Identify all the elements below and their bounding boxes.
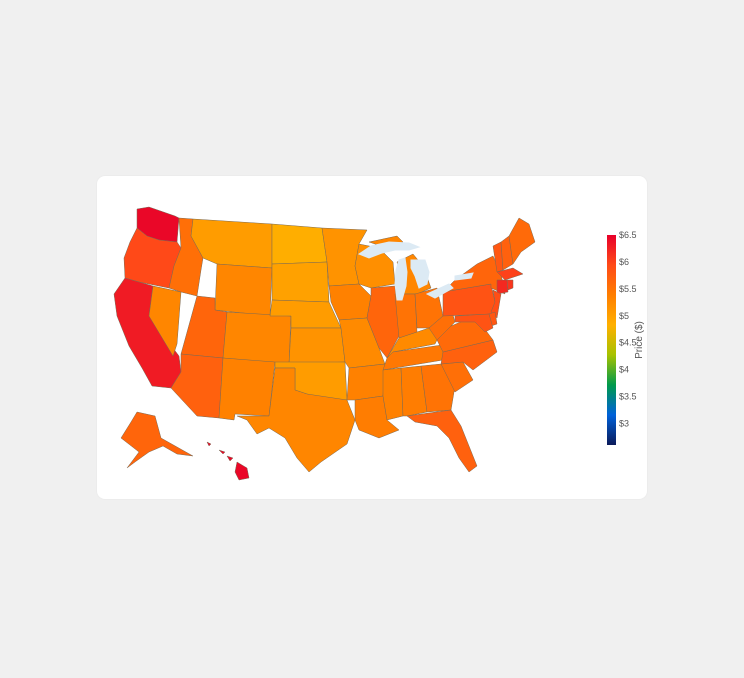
state-md[interactable]: [454, 313, 494, 333]
lake-superior: [357, 241, 421, 259]
state-nd[interactable]: [271, 223, 328, 265]
colorbar-tick-label: $3.5: [619, 392, 637, 402]
colorbar-tick-label: $6: [619, 257, 629, 267]
state-fl[interactable]: [406, 409, 478, 473]
lake-ontario: [454, 272, 474, 281]
colorbar-tick-label: $3: [619, 418, 629, 428]
state-me[interactable]: [508, 217, 536, 265]
state-ny[interactable]: [442, 255, 506, 295]
state-ms[interactable]: [382, 367, 404, 421]
colorbar: $3 $3.5 $4 $4.5 $5 $5.5 $6 $6.5 Price ($): [607, 230, 645, 445]
lake-erie: [425, 283, 454, 299]
state-ri[interactable]: [506, 279, 514, 291]
colorbar-tick-label: $6.5: [619, 230, 637, 240]
state-tx[interactable]: [236, 367, 356, 473]
colorbar-gradient: [607, 235, 616, 445]
great-lakes: [357, 241, 474, 301]
colorbar-title: Price ($): [634, 321, 645, 359]
state-ct[interactable]: [496, 279, 509, 295]
state-hi[interactable]: [206, 441, 250, 481]
choropleth-map: $3 $3.5 $4 $4.5 $5 $5.5 $6 $6.5 Price ($): [113, 206, 645, 481]
state-sd[interactable]: [271, 261, 330, 303]
colorbar-tick-label: $4: [619, 365, 629, 375]
state-co[interactable]: [222, 311, 292, 365]
state-al[interactable]: [400, 365, 428, 417]
state-ks[interactable]: [288, 327, 346, 365]
colorbar-ticks: $3 $3.5 $4 $4.5 $5 $5.5 $6 $6.5: [619, 230, 637, 428]
colorbar-tick-label: $5.5: [619, 284, 637, 294]
state-ak[interactable]: [120, 411, 194, 469]
state-nm[interactable]: [218, 357, 276, 421]
state-mt[interactable]: [190, 218, 273, 269]
colorbar-tick-label: $5: [619, 311, 629, 321]
state-wy[interactable]: [214, 263, 273, 317]
map-layer: [113, 206, 536, 481]
state-ar[interactable]: [346, 363, 386, 401]
state-ia[interactable]: [328, 283, 372, 321]
state-ga[interactable]: [420, 363, 456, 413]
lake-michigan: [394, 257, 408, 301]
state-in[interactable]: [394, 293, 418, 339]
state-ma[interactable]: [496, 267, 524, 281]
chart-card: $3 $3.5 $4 $4.5 $5 $5.5 $6 $6.5 Price ($): [97, 176, 647, 499]
colorbar-tick-label: $4.5: [619, 338, 637, 348]
lake-huron: [410, 259, 430, 289]
state-nv[interactable]: [148, 285, 182, 357]
